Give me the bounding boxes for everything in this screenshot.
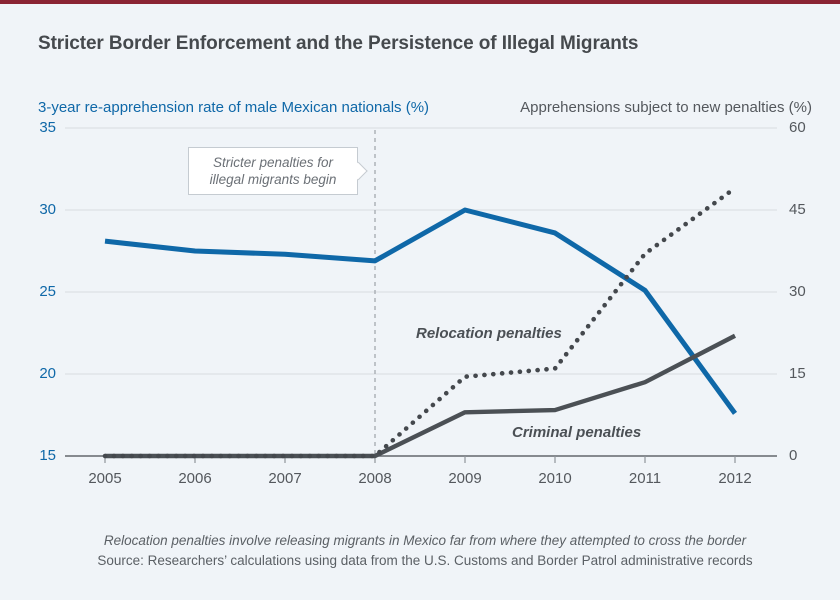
year-label: 2012 bbox=[718, 470, 752, 487]
figure-source: Source: Researchers’ calculations using … bbox=[97, 553, 753, 568]
left-tick-label: 30 bbox=[39, 201, 56, 218]
right-tick-label: 60 bbox=[789, 119, 806, 136]
relocation-series-line bbox=[102, 185, 738, 459]
year-label: 2008 bbox=[358, 470, 392, 487]
annotation-line2: illegal migrants begin bbox=[209, 172, 337, 187]
right-tick-label: 15 bbox=[789, 365, 806, 382]
figure-note: Relocation penalties involve releasing m… bbox=[103, 533, 747, 548]
relocation-series-label: Relocation penalties bbox=[416, 325, 562, 342]
right-axis-title: Apprehensions subject to new penalties (… bbox=[520, 99, 812, 116]
left-tick-label: 20 bbox=[39, 365, 56, 382]
reapprehension-series-line bbox=[104, 207, 738, 415]
year-label: 2007 bbox=[268, 470, 302, 487]
right-tick-label: 45 bbox=[789, 201, 806, 218]
criminal-series-label: Criminal penalties bbox=[512, 424, 642, 441]
annotation-line1: Stricter penalties for bbox=[212, 155, 334, 170]
year-label: 2009 bbox=[448, 470, 482, 487]
year-label: 2010 bbox=[538, 470, 572, 487]
figure-footer: Relocation penalties involve releasing m… bbox=[45, 531, 805, 571]
right-tick-label: 0 bbox=[789, 447, 798, 464]
top-accent-bar bbox=[0, 0, 840, 4]
left-axis-title: 3-year re-apprehension rate of male Mexi… bbox=[38, 99, 430, 116]
year-label: 2011 bbox=[628, 470, 662, 487]
left-tick-label: 35 bbox=[39, 119, 56, 136]
annotation-callout: Stricter penalties for illegal migrants … bbox=[188, 147, 358, 195]
year-label: 2005 bbox=[88, 470, 122, 487]
left-tick-label: 15 bbox=[39, 447, 56, 464]
figure-title: Stricter Border Enforcement and the Pers… bbox=[38, 33, 639, 54]
right-tick-label: 30 bbox=[789, 283, 806, 300]
left-tick-label: 25 bbox=[39, 283, 56, 300]
year-label: 2006 bbox=[178, 470, 212, 487]
